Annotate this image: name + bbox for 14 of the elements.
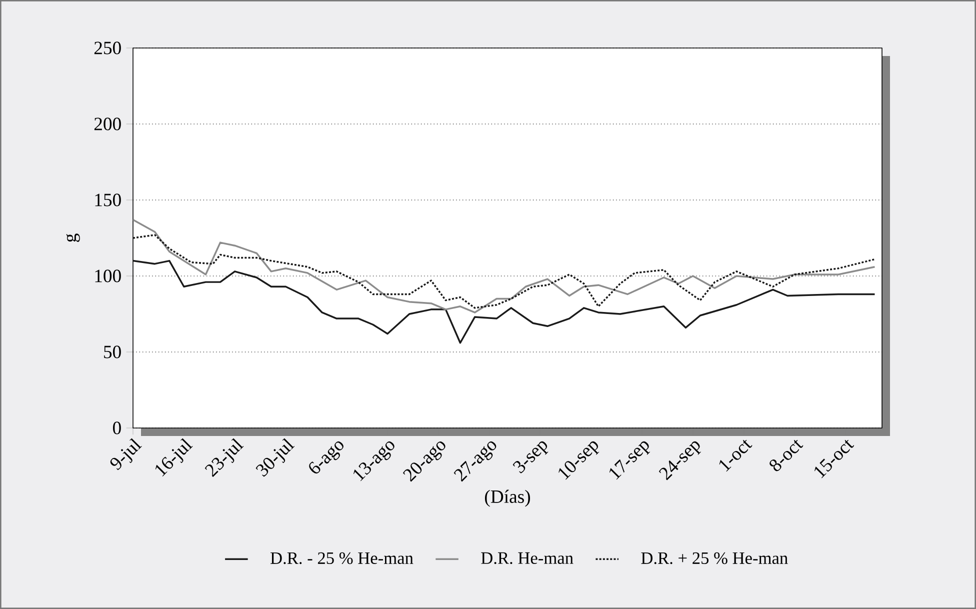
line-series (133, 218, 876, 314)
y-tick-label: 150 (95, 194, 121, 206)
y-tick-label: 250 (94, 42, 121, 54)
y-tick-label: 0 (113, 422, 121, 434)
x-tick-label: 1-oct (719, 440, 752, 472)
x-axis-title: (Días) (484, 490, 530, 507)
y-tick-label: 200 (94, 118, 121, 130)
legend-label: D.R. He-man (481, 552, 574, 564)
y-tick-label: 50 (104, 346, 121, 358)
y-tick-label: 100 (95, 270, 121, 282)
legend-label: D.R. - 25 % He-man (270, 552, 414, 564)
legend-label: D.R. + 25 % He-man (641, 552, 788, 564)
y-axis-title: g (66, 234, 80, 242)
x-tick-label: 8-oct (770, 440, 804, 472)
